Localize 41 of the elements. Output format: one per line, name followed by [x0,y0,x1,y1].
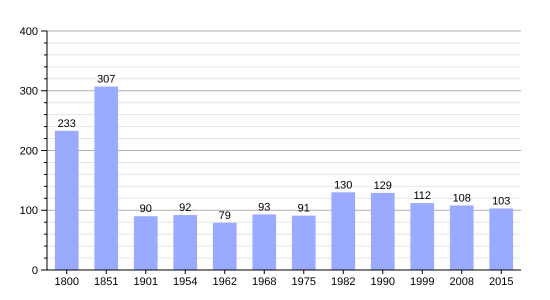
x-tick-label: 2008 [450,276,474,288]
bar [173,215,198,270]
data-label: 108 [452,192,471,204]
bar [370,192,395,270]
y-tick-label: 400 [20,26,38,38]
bar [489,208,514,270]
bar [54,130,79,270]
y-tick-label: 300 [20,86,38,98]
data-label: 79 [218,210,231,222]
x-tick-label: 2015 [489,276,514,288]
y-tick-label: 0 [32,264,38,277]
data-label: 91 [298,202,310,215]
x-tick-label: 1968 [252,276,276,288]
x-tick-label: 1954 [173,276,198,288]
bar [410,203,434,270]
y-tick-label: 100 [20,205,38,218]
x-tick-label: 1990 [370,276,395,288]
data-label: 92 [179,202,192,214]
bar [292,216,316,270]
bar [331,192,356,270]
data-label: 307 [97,74,116,86]
y-tick-label: 200 [20,145,38,158]
data-label: 112 [413,190,432,202]
data-label: 93 [258,201,270,214]
bar [252,214,276,270]
bar [212,222,237,270]
x-tick-label: 1800 [54,276,79,288]
x-tick-label: 1999 [410,276,434,288]
x-tick-label: 1851 [94,276,118,288]
bar [450,205,474,270]
data-label: 103 [492,195,510,208]
data-label: 129 [374,180,392,192]
x-tick-label: 1901 [134,276,158,288]
x-tick-label: 1975 [292,276,316,288]
bar [134,216,158,270]
data-label: 130 [334,179,352,192]
x-tick-label: 1962 [212,276,237,288]
bar [94,86,118,270]
data-label: 233 [58,118,76,130]
data-label: 90 [140,203,152,216]
x-tick-label: 1982 [331,276,356,288]
